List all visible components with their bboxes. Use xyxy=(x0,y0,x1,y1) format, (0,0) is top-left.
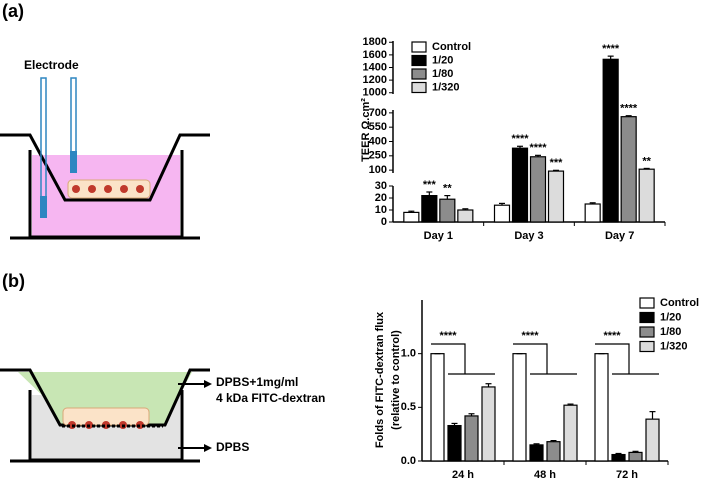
bar xyxy=(547,170,565,223)
significance: **** xyxy=(529,142,547,154)
bar xyxy=(447,424,462,462)
diagram-label: DPBS xyxy=(216,440,249,454)
y-tick-label: 1000 xyxy=(363,87,387,99)
y-axis-label: Folds of FITC-dextran flux xyxy=(374,311,386,448)
significance: *** xyxy=(423,179,437,191)
legend-swatch xyxy=(639,297,655,309)
diagram-label: DPBS+1mg/ml xyxy=(216,375,298,389)
legend-swatch xyxy=(411,68,427,80)
bar xyxy=(584,203,601,223)
significance: **** xyxy=(602,43,620,55)
y-axis-label: (relative to control) xyxy=(390,330,402,430)
y-tick-label: 1200 xyxy=(363,74,387,86)
bar xyxy=(529,156,547,223)
y-tick-label: 1800 xyxy=(363,36,387,48)
legend-label: Control xyxy=(432,41,471,53)
y-tick-label: 0 xyxy=(381,216,387,228)
significance: *** xyxy=(550,157,564,169)
legend-swatch xyxy=(411,54,427,67)
y-tick-label: 1600 xyxy=(363,49,387,61)
panel-label: (a) xyxy=(2,1,24,21)
x-tick-label: Day 1 xyxy=(424,230,453,242)
bar xyxy=(421,195,438,223)
y-tick-label: 1400 xyxy=(363,61,387,73)
cells xyxy=(72,185,144,193)
bar xyxy=(620,116,637,223)
y-tick-label: 400 xyxy=(369,135,387,147)
bar xyxy=(602,58,619,223)
significance: **** xyxy=(439,330,457,342)
legend-label: Control xyxy=(660,297,699,309)
x-tick-label: Day 7 xyxy=(605,230,634,242)
electrode-tip xyxy=(40,196,47,218)
legend-label: 1/320 xyxy=(432,81,460,93)
legend-label: 1/20 xyxy=(660,311,681,323)
y-tick-label: 550 xyxy=(369,121,387,133)
y-tick-label: 0.5 xyxy=(401,401,416,413)
bar xyxy=(645,418,660,462)
x-tick-label: 72 h xyxy=(616,469,638,481)
significance: ** xyxy=(642,155,651,167)
panel-label: (b) xyxy=(2,271,25,291)
bar xyxy=(511,147,529,223)
arrow-head xyxy=(204,380,212,388)
significance-bracket xyxy=(431,343,495,375)
significance: **** xyxy=(620,103,638,115)
y-tick-label: 1.0 xyxy=(401,348,416,360)
y-tick-label: 100 xyxy=(369,164,387,176)
y-tick-label: 0.0 xyxy=(401,455,416,467)
legend-swatch xyxy=(639,311,655,324)
electrode-tip xyxy=(70,151,77,173)
bar xyxy=(464,415,479,462)
y-tick-label: 10 xyxy=(375,204,387,216)
legend-label: 1/320 xyxy=(660,340,688,352)
significance: **** xyxy=(521,330,539,342)
bar xyxy=(628,451,643,462)
bar xyxy=(481,386,496,462)
legend-swatch xyxy=(639,326,655,338)
bar xyxy=(594,353,609,462)
significance-bracket xyxy=(595,343,659,375)
electrode xyxy=(70,77,77,154)
bar xyxy=(563,404,578,462)
legend-swatch xyxy=(411,81,427,94)
legend-swatch xyxy=(411,41,427,53)
electrode-label: Electrode xyxy=(24,58,79,72)
x-tick-label: 24 h xyxy=(452,469,474,481)
bar xyxy=(529,444,544,462)
significance-bracket xyxy=(513,343,577,375)
significance: **** xyxy=(603,330,621,342)
bar xyxy=(430,353,445,462)
bar xyxy=(611,453,626,462)
significance: ** xyxy=(443,183,452,195)
bar xyxy=(403,211,420,223)
bar xyxy=(439,198,456,223)
diagram-label: 4 kDa FITC-dextran xyxy=(216,391,325,405)
x-tick-label: 48 h xyxy=(534,469,556,481)
bar xyxy=(512,353,527,462)
y-tick-label: 20 xyxy=(375,192,387,204)
bar xyxy=(638,168,655,223)
y-tick-label: 30 xyxy=(375,180,387,192)
bar xyxy=(457,209,474,223)
y-axis-label: TEER Ω.cm² xyxy=(360,98,372,162)
significance: **** xyxy=(511,133,529,145)
bar xyxy=(546,441,561,462)
diagram-b: DPBS+1mg/ml 4 kDa FITC-dextran DPBS xyxy=(0,368,325,463)
legend-label: 1/80 xyxy=(432,68,453,80)
legend-label: 1/80 xyxy=(660,326,681,338)
bar xyxy=(493,204,511,223)
arrow-head xyxy=(204,444,212,452)
diagram-a: Electrode xyxy=(0,58,210,240)
legend-label: 1/20 xyxy=(432,54,453,66)
y-tick-label: 250 xyxy=(369,150,387,162)
legend-swatch xyxy=(639,340,655,353)
y-tick-label: 700 xyxy=(369,107,387,119)
x-tick-label: Day 3 xyxy=(514,230,543,242)
